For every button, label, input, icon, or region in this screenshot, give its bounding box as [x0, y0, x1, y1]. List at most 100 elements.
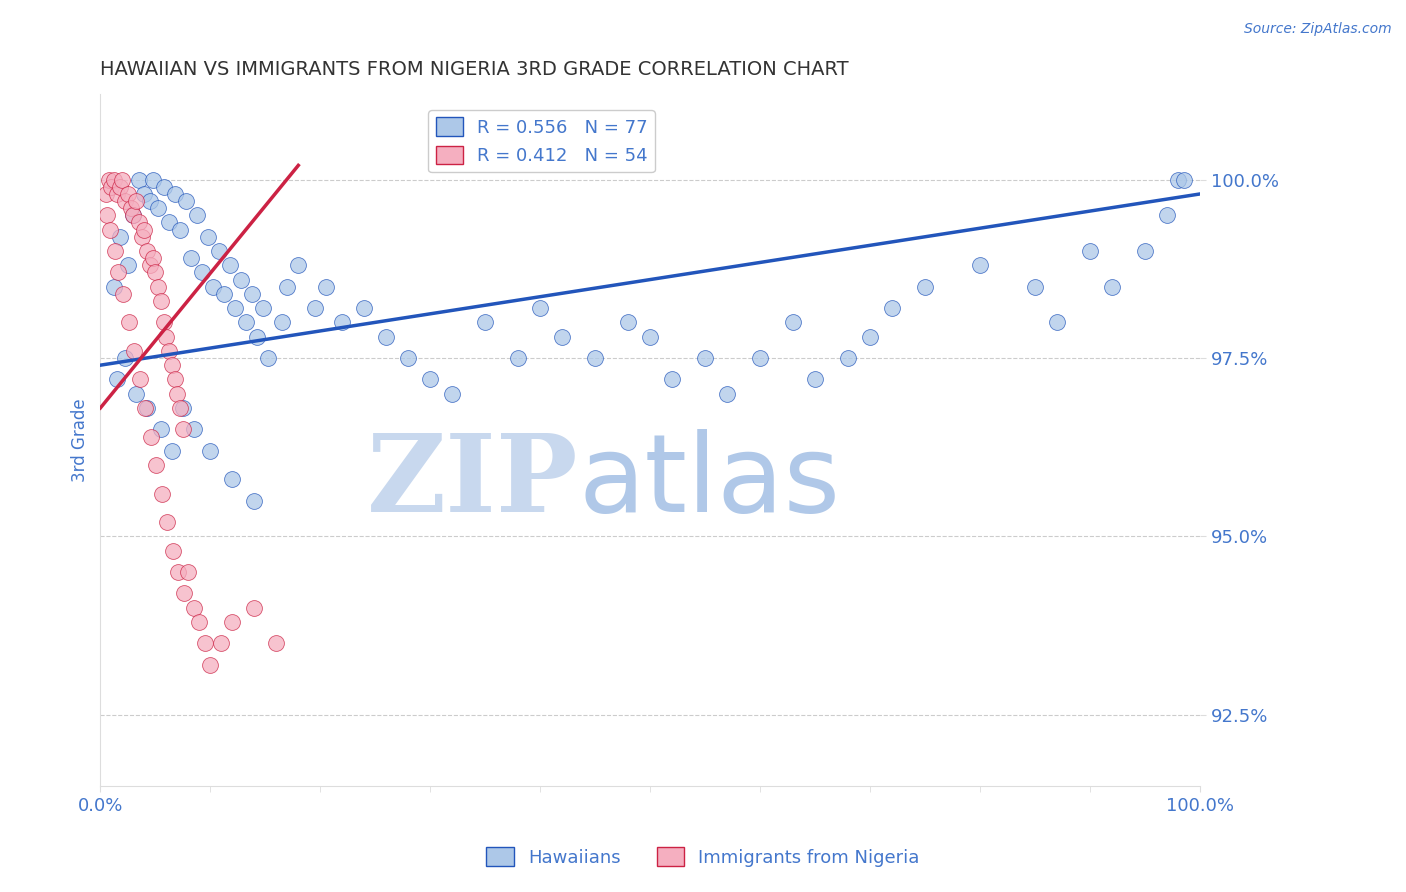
Point: [120, 201, 142, 215]
Point: [135, 401, 157, 415]
Point: [174, 194, 197, 208]
Point: [112, 286, 135, 301]
Point: [270, 315, 292, 329]
Point: [143, 265, 166, 279]
Point: [1156, 208, 1178, 222]
Point: [419, 372, 441, 386]
Point: [139, 429, 162, 443]
Point: [243, 600, 266, 615]
Point: [146, 201, 169, 215]
Point: [661, 372, 683, 386]
Point: [508, 351, 530, 365]
Point: [804, 372, 827, 386]
Point: [98, 172, 121, 186]
Point: [118, 315, 141, 329]
Point: [135, 244, 157, 258]
Point: [1078, 244, 1101, 258]
Point: [157, 215, 180, 229]
Point: [183, 600, 205, 615]
Point: [375, 329, 398, 343]
Point: [266, 636, 288, 650]
Point: [122, 208, 145, 222]
Point: [252, 301, 274, 315]
Point: [914, 279, 936, 293]
Point: [124, 343, 146, 358]
Point: [188, 615, 211, 629]
Point: [782, 315, 804, 329]
Point: [529, 301, 551, 315]
Point: [194, 636, 217, 650]
Point: [304, 301, 326, 315]
Legend: R = 0.556   N = 77, R = 0.412   N = 54: R = 0.556 N = 77, R = 0.412 N = 54: [429, 110, 655, 172]
Point: [96, 208, 118, 222]
Point: [243, 493, 266, 508]
Point: [1133, 244, 1156, 258]
Point: [169, 222, 191, 236]
Point: [149, 422, 172, 436]
Point: [94, 186, 117, 201]
Point: [1046, 315, 1069, 329]
Point: [122, 208, 145, 222]
Point: [209, 636, 232, 650]
Point: [256, 351, 278, 365]
Point: [128, 215, 150, 229]
Point: [969, 258, 991, 272]
Point: [221, 472, 243, 486]
Point: [153, 179, 176, 194]
Point: [128, 172, 150, 186]
Point: [145, 458, 167, 472]
Point: [153, 315, 176, 329]
Point: [695, 351, 717, 365]
Point: [162, 543, 184, 558]
Point: [107, 265, 129, 279]
Point: [142, 251, 165, 265]
Point: [315, 279, 337, 293]
Point: [197, 229, 219, 244]
Point: [245, 329, 267, 343]
Point: [134, 186, 156, 201]
Point: [172, 401, 194, 415]
Point: [166, 386, 188, 401]
Point: [114, 194, 136, 208]
Text: ZIP: ZIP: [367, 429, 579, 534]
Point: [142, 172, 165, 186]
Point: [1173, 172, 1195, 186]
Point: [749, 351, 772, 365]
Point: [114, 351, 136, 365]
Point: [108, 229, 131, 244]
Point: [208, 244, 231, 258]
Point: [157, 343, 180, 358]
Point: [169, 401, 191, 415]
Point: [190, 265, 212, 279]
Point: [200, 443, 222, 458]
Point: [224, 301, 246, 315]
Point: [474, 315, 496, 329]
Point: [617, 315, 640, 329]
Point: [139, 258, 162, 272]
Point: [183, 422, 205, 436]
Y-axis label: 3rd Grade: 3rd Grade: [72, 399, 89, 482]
Point: [100, 179, 122, 194]
Point: [150, 486, 173, 500]
Point: [1101, 279, 1123, 293]
Point: [186, 208, 208, 222]
Point: [229, 272, 252, 286]
Point: [156, 515, 179, 529]
Point: [134, 222, 156, 236]
Point: [180, 251, 202, 265]
Point: [105, 372, 128, 386]
Point: [200, 657, 222, 672]
Point: [240, 286, 263, 301]
Point: [165, 186, 187, 201]
Point: [172, 422, 194, 436]
Text: atlas: atlas: [579, 429, 841, 534]
Point: [155, 329, 177, 343]
Point: [103, 172, 125, 186]
Point: [129, 372, 152, 386]
Point: [146, 279, 169, 293]
Point: [396, 351, 419, 365]
Legend: Hawaiians, Immigrants from Nigeria: Hawaiians, Immigrants from Nigeria: [479, 840, 927, 874]
Text: HAWAIIAN VS IMMIGRANTS FROM NIGERIA 3RD GRADE CORRELATION CHART: HAWAIIAN VS IMMIGRANTS FROM NIGERIA 3RD …: [100, 60, 849, 78]
Point: [160, 358, 183, 372]
Point: [882, 301, 904, 315]
